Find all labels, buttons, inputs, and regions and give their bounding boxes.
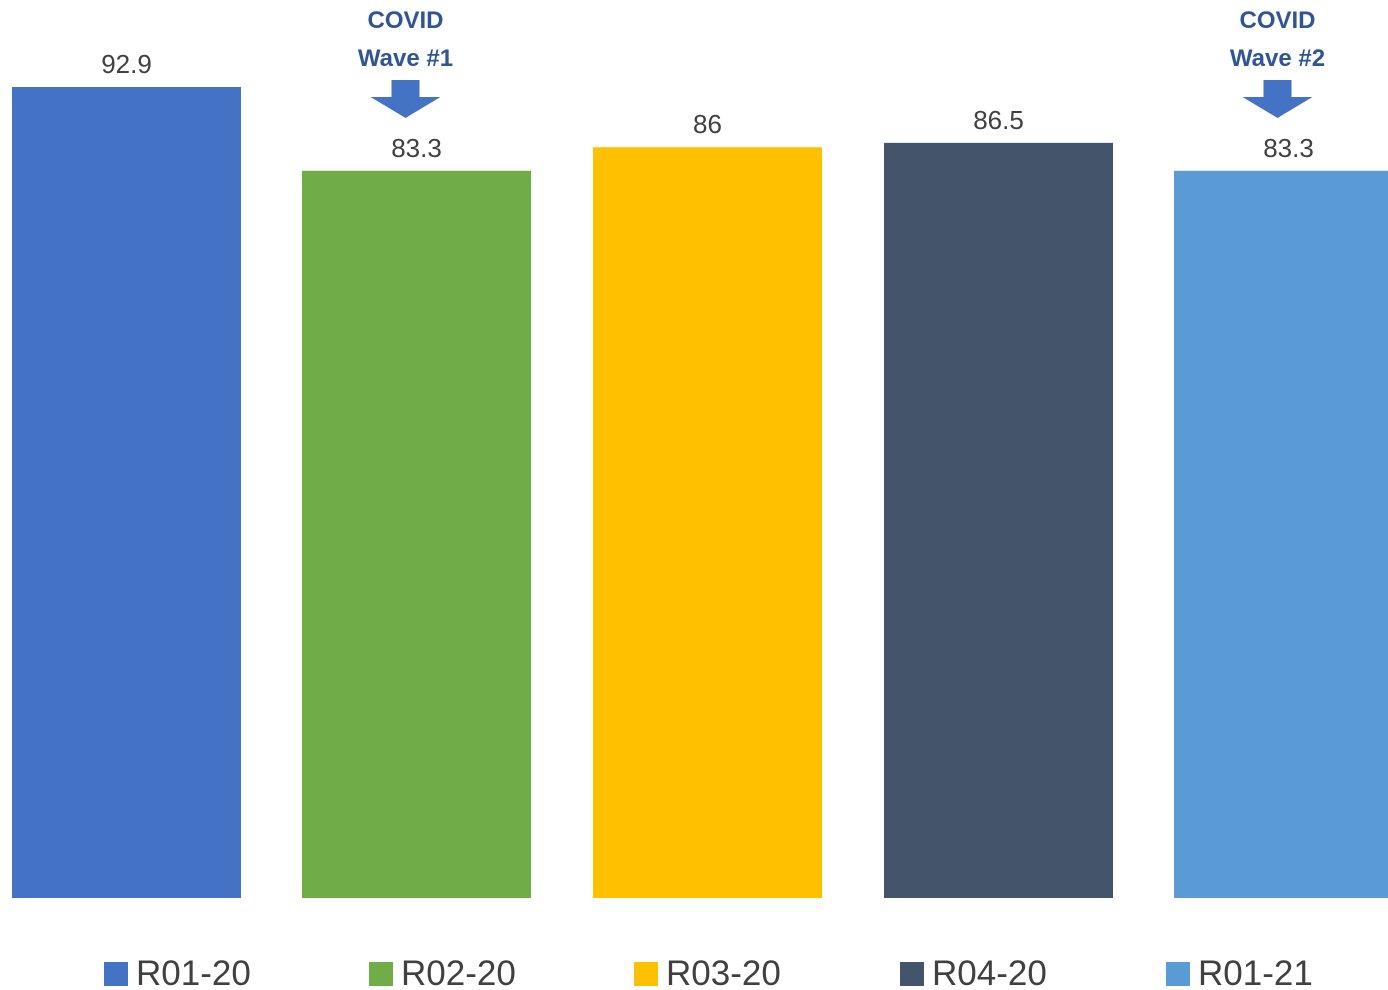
legend-label-r01-20: R01-20 (136, 954, 251, 990)
data-label-r01-20: 92.9 (101, 49, 152, 79)
annotation-line1-2: COVID (1239, 7, 1315, 34)
data-label-r01-21: 83.3 (1263, 133, 1314, 163)
bar-r01-20 (12, 87, 241, 898)
legend-label-r01-21: R01-21 (1198, 954, 1313, 990)
legend-label-r04-20: R04-20 (932, 954, 1047, 990)
bar-r04-20 (884, 142, 1113, 898)
legend-swatch-r01-20 (104, 962, 128, 986)
down-arrow-icon (370, 80, 441, 118)
annotation-line2-1: Wave #1 (358, 45, 453, 72)
legend-label-r03-20: R03-20 (666, 954, 781, 990)
data-label-r03-20: 86 (693, 109, 722, 139)
legend-swatch-r02-20 (369, 962, 393, 986)
bar-r01-21 (1174, 170, 1388, 898)
down-arrow-icon (1242, 80, 1313, 118)
legend-swatch-r04-20 (900, 962, 924, 986)
data-label-r04-20: 86.5 (973, 105, 1024, 135)
legend-label-r02-20: R02-20 (401, 954, 516, 990)
data-label-r02-20: 83.3 (391, 133, 442, 163)
legend-swatch-r01-21 (1166, 962, 1190, 986)
bar-r02-20 (302, 170, 531, 898)
bar-r03-20 (593, 147, 822, 899)
annotation-line1-1: COVID (367, 7, 443, 34)
annotation-line2-2: Wave #2 (1230, 45, 1325, 72)
legend-swatch-r03-20 (634, 962, 658, 986)
